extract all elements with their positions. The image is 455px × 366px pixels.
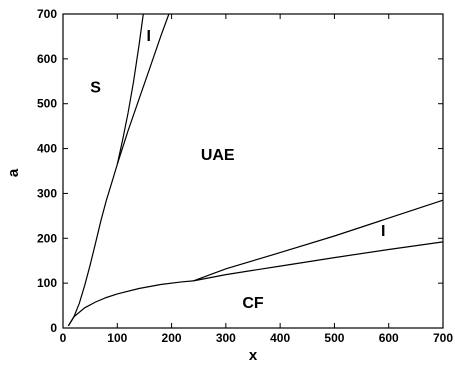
x-tick-label: 600: [379, 331, 399, 345]
y-tick-label: 300: [37, 186, 57, 200]
y-tick-label: 700: [37, 7, 57, 21]
labels-layer: S I UAE I CF: [90, 28, 385, 312]
boundary-curve-6: [193, 241, 444, 282]
boundary-curve-1: [67, 164, 118, 327]
y-tick-label: 100: [37, 276, 57, 290]
y-tick-label: 200: [37, 231, 57, 245]
region-label: I: [147, 28, 151, 45]
x-tick-label: 400: [270, 331, 290, 345]
boundary-curve-5: [193, 199, 444, 282]
boundary-curve-3: [116, 13, 170, 165]
curves-layer: [67, 13, 444, 327]
x-tick-label: 100: [107, 331, 127, 345]
x-tick-label: 500: [324, 331, 344, 345]
x-tick-label: 700: [433, 331, 453, 345]
plot-frame: [62, 13, 444, 329]
region-label: I: [381, 223, 385, 240]
ticks-layer: 0 100 200 300 400 500 600 700 0 100 200 300 400 500 60…: [37, 7, 453, 345]
boundary-curve-2: [116, 13, 144, 165]
x-axis-label: x: [249, 347, 258, 364]
y-tick-label: 500: [37, 97, 57, 111]
y-tick-label: 400: [37, 142, 57, 156]
region-label: CF: [242, 295, 264, 312]
x-tick-label: 300: [216, 331, 236, 345]
y-tick-label: 0: [50, 321, 57, 335]
region-label: UAE: [201, 147, 235, 164]
x-tick-label: 0: [60, 331, 67, 345]
y-tick-label: 600: [37, 52, 57, 66]
boundary-curve-4: [67, 280, 194, 327]
y-axis-label: a: [5, 168, 22, 177]
region-label: S: [90, 80, 101, 97]
x-tick-label: 200: [162, 331, 182, 345]
